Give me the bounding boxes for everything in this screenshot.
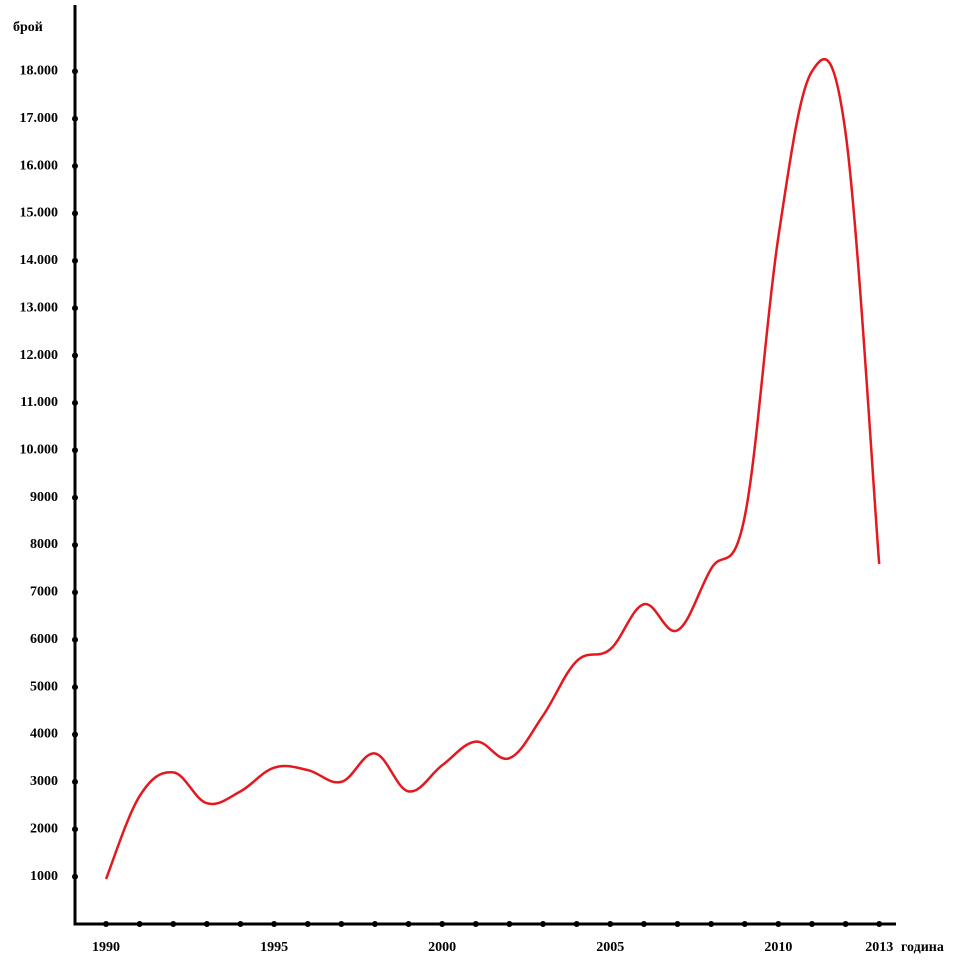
x-tick-mark [405, 921, 412, 927]
y-tick-mark [72, 305, 78, 312]
y-tick-mark [72, 447, 78, 454]
x-axis-label: година [901, 940, 944, 955]
y-tick-label: 14.000 [20, 253, 59, 268]
y-tick-label: 15.000 [20, 206, 59, 221]
y-tick-mark [72, 163, 78, 170]
y-tick-label: 11.000 [20, 395, 58, 410]
x-tick-mark [304, 921, 311, 927]
y-tick-mark [72, 494, 78, 501]
y-tick-label: 4000 [30, 727, 58, 742]
y-tick-label: 13.000 [20, 300, 59, 315]
y-tick-mark [72, 636, 78, 643]
y-tick-label: 18.000 [20, 64, 59, 79]
y-tick-label: 12.000 [20, 348, 59, 363]
x-tick-mark [674, 921, 681, 927]
x-tick-label: 2005 [596, 940, 624, 955]
x-tick-mark [203, 921, 210, 927]
x-tick-mark [136, 921, 143, 927]
x-tick-mark [876, 921, 883, 927]
x-tick-mark [170, 921, 177, 927]
y-tick-label: 5000 [30, 679, 58, 694]
y-tick-label: 10.000 [20, 443, 59, 458]
y-tick-label: 3000 [30, 774, 58, 789]
x-tick-mark [708, 921, 715, 927]
x-tick-mark [573, 921, 580, 927]
y-tick-label: 6000 [30, 632, 58, 647]
y-tick-mark [72, 115, 78, 122]
x-tick-mark [472, 921, 479, 927]
x-tick-mark [741, 921, 748, 927]
y-tick-label: 16.000 [20, 158, 59, 173]
x-tick-mark [439, 921, 446, 927]
y-tick-mark [72, 399, 78, 406]
x-tick-label: 1995 [260, 940, 288, 955]
x-tick-label: 2013 [865, 940, 893, 955]
y-tick-label: 2000 [30, 821, 58, 836]
x-tick-mark [271, 921, 278, 927]
x-tick-mark [640, 921, 647, 927]
x-tick-mark [842, 921, 849, 927]
y-tick-mark [72, 210, 78, 217]
y-tick-label: 1000 [30, 869, 58, 884]
x-tick-label: 2010 [764, 940, 792, 955]
x-tick-mark [808, 921, 815, 927]
x-tick-mark [607, 921, 614, 927]
y-tick-mark [72, 684, 78, 691]
y-tick-mark [72, 778, 78, 785]
y-tick-label: 17.000 [20, 111, 59, 126]
y-tick-mark [72, 731, 78, 738]
x-tick-label: 2000 [428, 940, 456, 955]
data-line [104, 58, 881, 880]
y-tick-mark [72, 257, 78, 264]
x-tick-mark [540, 921, 547, 927]
y-tick-mark [72, 352, 78, 359]
y-tick-mark [72, 68, 78, 75]
x-tick-mark [371, 921, 378, 927]
y-tick-mark [72, 589, 78, 596]
x-tick-mark [775, 921, 782, 927]
y-tick-mark [72, 873, 78, 880]
x-tick-mark [237, 921, 244, 927]
y-axis-label: брой [13, 20, 43, 35]
x-tick-mark [338, 921, 345, 927]
x-tick-mark [103, 921, 110, 927]
x-tick-label: 1990 [92, 940, 120, 955]
y-tick-label: 8000 [30, 537, 58, 552]
y-tick-mark [72, 826, 78, 833]
y-tick-label: 9000 [30, 490, 58, 505]
y-tick-label: 7000 [30, 585, 58, 600]
x-tick-mark [506, 921, 513, 927]
y-tick-mark [72, 542, 78, 549]
